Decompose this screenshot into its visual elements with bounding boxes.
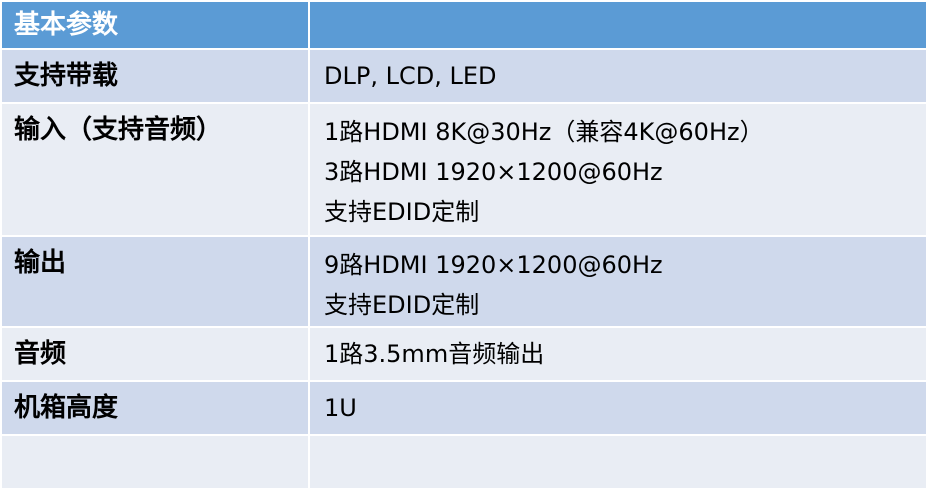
table-row: 输入（支持音频） 1路HDMI 8K@30Hz（兼容4K@60Hz） 3路HDM… [0, 102, 928, 237]
table-row [0, 434, 928, 490]
row-key [0, 434, 310, 490]
header-value [308, 0, 928, 50]
row-value: 1路3.5mm音频输出 [308, 326, 928, 382]
value-line: 支持EDID定制 [324, 291, 480, 319]
row-key: 机箱高度 [0, 380, 310, 436]
table-row: 机箱高度 1U [0, 380, 928, 436]
value-line: 支持EDID定制 [324, 198, 480, 226]
value-line: 9路HDMI 1920×1200@60Hz [324, 251, 663, 279]
row-value: 1U [308, 380, 928, 436]
table-row: 音频 1路3.5mm音频输出 [0, 326, 928, 382]
row-value: DLP, LCD, LED [308, 48, 928, 104]
table-row: 输出 9路HDMI 1920×1200@60Hz 支持EDID定制 [0, 235, 928, 328]
value-line: DLP, LCD, LED [324, 62, 497, 90]
value-line: 1路3.5mm音频输出 [324, 340, 545, 368]
row-key: 支持带载 [0, 48, 310, 104]
header-row: 基本参数 [0, 0, 928, 50]
value-line: 3路HDMI 1920×1200@60Hz [324, 158, 663, 186]
value-line: 1U [324, 394, 357, 422]
table-row: 支持带载 DLP, LCD, LED [0, 48, 928, 104]
row-key: 音频 [0, 326, 310, 382]
value-line: 1路HDMI 8K@30Hz（兼容4K@60Hz） [324, 118, 764, 146]
row-value [308, 434, 928, 490]
header-title: 基本参数 [0, 0, 310, 50]
row-key: 输入（支持音频） [0, 102, 310, 237]
row-key: 输出 [0, 235, 310, 328]
row-value: 1路HDMI 8K@30Hz（兼容4K@60Hz） 3路HDMI 1920×12… [308, 102, 928, 237]
row-value: 9路HDMI 1920×1200@60Hz 支持EDID定制 [308, 235, 928, 328]
